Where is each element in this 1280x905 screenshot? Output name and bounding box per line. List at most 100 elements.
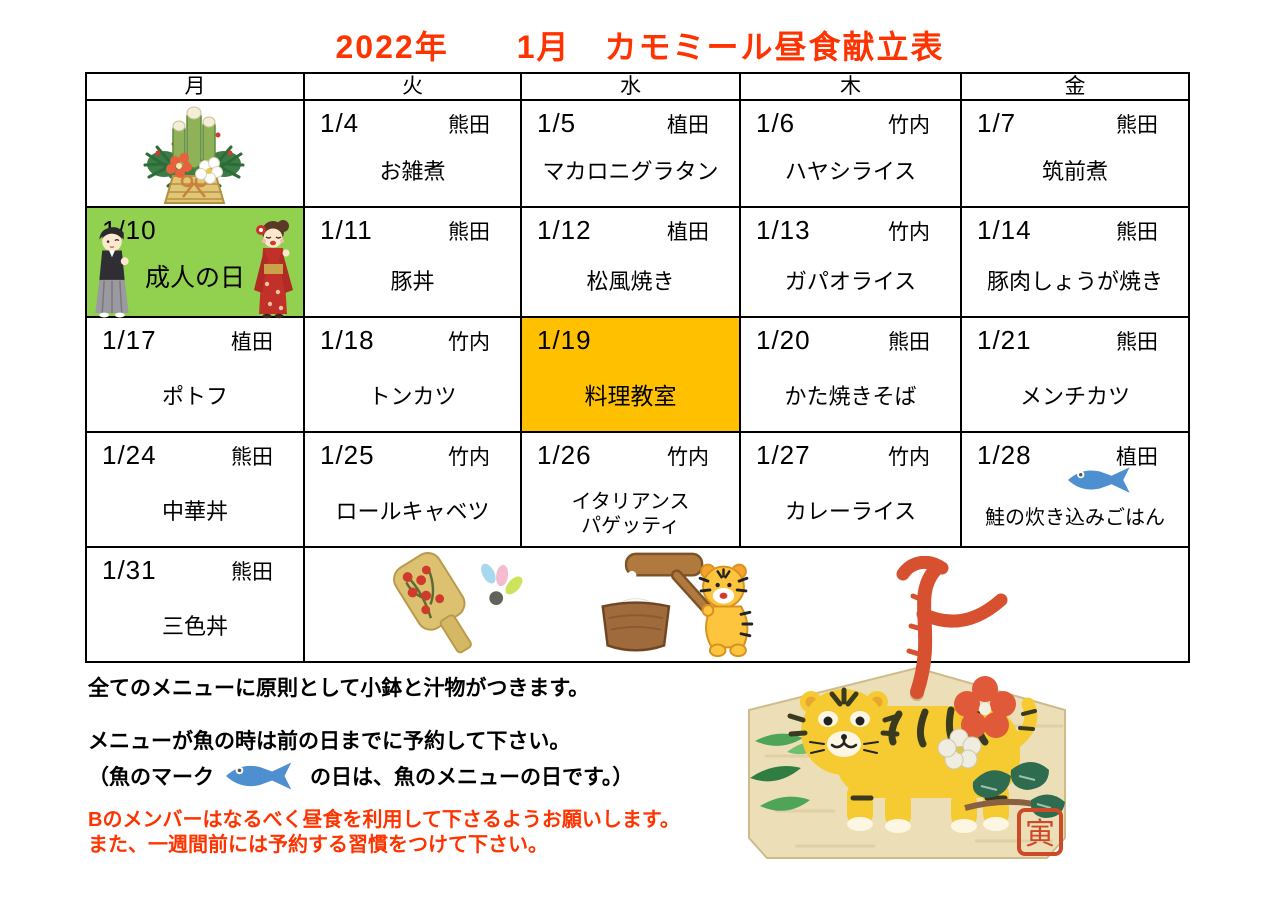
cell-date: 1/7 [977, 108, 1017, 138]
white-plum-blossom [937, 728, 982, 770]
seijin-woman-image [254, 220, 293, 319]
day-cell: 1/13 竹内 ガパオライス [741, 208, 962, 318]
cell-staff: 熊田 [448, 114, 490, 137]
page-title: 2022年 1月 カモミール昼食献立表 [335, 29, 945, 65]
cell-staff: 竹内 [888, 114, 930, 137]
event-label: 料理教室 [584, 383, 677, 409]
warning-line-2: また、一週間前には予約する習慣をつけて下さい。 [88, 834, 548, 857]
cell-menu: マカロニグラタン [542, 159, 719, 184]
cell-menu: 豚肉しょうが焼き [986, 269, 1163, 294]
day-cell: 1/6 竹内 ハヤシライス [741, 101, 962, 208]
cell-date: 1/12 [537, 215, 592, 245]
cell-date: 1/11 [320, 215, 373, 245]
cell-staff: 竹内 [448, 331, 490, 354]
cell-menu: 三色丼 [161, 614, 228, 639]
fish-icon [1068, 467, 1130, 493]
kadomatsu-image [143, 106, 245, 204]
hagoita-image [393, 552, 523, 654]
cell-staff: 熊田 [1116, 331, 1158, 354]
cell-date: 1/24 [102, 440, 157, 470]
cell-date: 1/17 [102, 325, 157, 355]
weekday-header-tue: 火 [305, 74, 522, 101]
ema-tiger-image: 寅 [748, 556, 1066, 859]
cell-staff: 熊田 [1116, 114, 1158, 137]
warning-line-1: Bのメンバーはなるべく昼食を利用して下さるようお願いします。 [88, 809, 680, 832]
cell-menu: メンチカツ [1019, 384, 1130, 409]
cell-date: 1/26 [537, 440, 592, 470]
cell-date: 1/28 [977, 440, 1032, 470]
cell-staff: 植田 [1116, 446, 1158, 469]
weekday-header-thu: 木 [741, 74, 962, 101]
weekday-header-wed: 水 [522, 74, 741, 101]
day-cell-empty-kadomatsu [87, 101, 305, 208]
cell-date: 1/21 [977, 325, 1032, 355]
cell-date: 1/13 [756, 215, 811, 245]
cell-menu: 鮭の炊き込みごはん [985, 507, 1165, 529]
cell-staff: 植田 [667, 114, 709, 137]
holiday-label: 成人の日 [144, 264, 245, 292]
red-plum-blossom [954, 676, 1016, 738]
cell-date: 1/6 [756, 108, 796, 138]
cell-staff: 植田 [667, 221, 709, 244]
cell-menu: 豚丼 [390, 269, 435, 294]
cell-staff: 植田 [231, 331, 273, 354]
cell-staff: 熊田 [1116, 221, 1158, 244]
cell-menu: 中華丼 [161, 499, 228, 524]
cell-staff: 竹内 [888, 221, 930, 244]
day-cell: 1/21 熊田 メンチカツ [962, 318, 1188, 433]
cell-menu: イタリアンス パゲッティ [571, 491, 690, 537]
day-cell: 1/4 熊田 お雑煮 [305, 101, 522, 208]
cell-staff: 熊田 [231, 446, 273, 469]
cell-menu: ハヤシライス [784, 159, 917, 184]
ema-rope [896, 556, 1008, 699]
cell-date: 1/18 [320, 325, 375, 355]
cell-date: 1/25 [320, 440, 375, 470]
cell-menu: ポトフ [161, 384, 228, 409]
day-cell: 1/14 熊田 豚肉しょうが焼き [962, 208, 1188, 318]
day-cell: 1/12 植田 松風焼き [522, 208, 741, 318]
note-fish-mark: （魚のマーク の日は、魚のメニューの日です。） [88, 758, 748, 794]
day-cell: 1/26 竹内 イタリアンス パゲッティ [522, 433, 741, 548]
fish-icon [226, 762, 292, 790]
day-cell: 1/7 熊田 筑前煮 [962, 101, 1188, 208]
day-cell: 1/5 植田 マカロニグラタン [522, 101, 741, 208]
cell-menu: ガパオライス [784, 269, 917, 294]
cell-date: 1/31 [102, 555, 157, 585]
cell-date: 1/19 [537, 325, 592, 355]
cell-staff: 熊田 [231, 561, 273, 584]
day-cell: 1/24 熊田 中華丼 [87, 433, 305, 548]
day-cell: 1/17 植田 ポトフ [87, 318, 305, 433]
day-cell: 1/11 熊田 豚丼 [305, 208, 522, 318]
cell-date: 1/14 [977, 215, 1032, 245]
tora-stamp-frame [1017, 808, 1063, 856]
day-cell: 1/27 竹内 カレーライス [741, 433, 962, 548]
decoration-cell [305, 548, 1188, 661]
warning-text: Bのメンバーはなるべく昼食を利用して下さるようお願いします。 また、一週間前には… [88, 808, 748, 858]
shuttlecock-image [481, 563, 523, 606]
day-cell: 1/20 熊田 かた焼きそば [741, 318, 962, 433]
cell-staff: 竹内 [448, 446, 490, 469]
weekday-header-fri: 金 [962, 74, 1188, 101]
cell-menu: カレーライス [784, 499, 917, 524]
day-cell: 1/18 竹内 トンカツ [305, 318, 522, 433]
cell-date: 1/4 [320, 108, 360, 138]
day-cell: 1/31 熊田 三色丼 [87, 548, 305, 661]
cell-date: 1/5 [537, 108, 577, 138]
calendar-table: 月 火 水 木 金 [85, 72, 1190, 663]
cell-menu: ロールキャベツ [335, 499, 490, 524]
cell-staff: 熊田 [448, 221, 490, 244]
cell-date: 1/27 [756, 440, 811, 470]
day-cell-fish-day: 1/28 植田 鮭の炊き込みごはん [962, 433, 1188, 548]
note-fish-reservation: メニューが魚の時は前の日までに予約して下さい。 [88, 730, 571, 754]
cell-menu: トンカツ [368, 384, 457, 409]
cell-staff: 熊田 [888, 331, 930, 354]
cell-date: 1/20 [756, 325, 811, 355]
weekday-header-mon: 月 [87, 74, 305, 101]
cell-menu: 筑前煮 [1041, 159, 1108, 184]
notes-block: 全てのメニューに原則として小鉢と汁物がつきます。 メニューが魚の時は前の日までに… [88, 676, 748, 858]
cell-menu: お雑煮 [379, 159, 446, 184]
cell-menu: かた焼きそば [784, 384, 917, 409]
day-cell: 1/25 竹内 ロールキャベツ [305, 433, 522, 548]
mochi-pounding-tiger-image [601, 552, 754, 658]
day-cell-event-cooking-class: 1/19 料理教室 [522, 318, 741, 433]
